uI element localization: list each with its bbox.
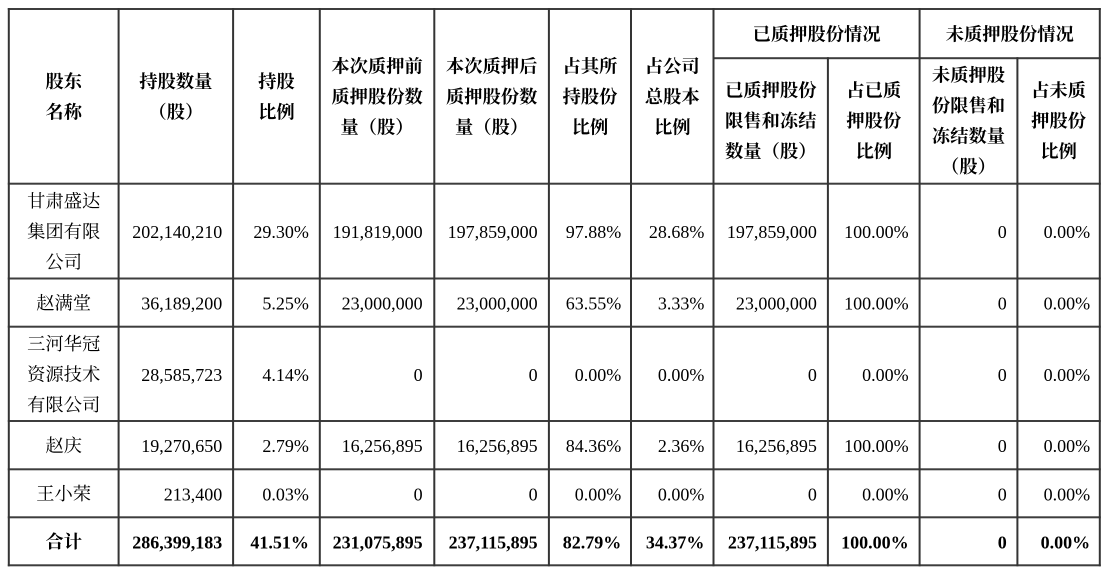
svg-text:100.00%: 100.00% — [844, 294, 909, 314]
svg-text:213,400: 213,400 — [164, 484, 223, 504]
svg-text:16,256,895: 16,256,895 — [736, 436, 817, 456]
svg-text:16,256,895: 16,256,895 — [457, 436, 538, 456]
svg-text:0: 0 — [998, 294, 1007, 314]
svg-text:100.00%: 100.00% — [844, 436, 909, 456]
svg-text:0.00%: 0.00% — [862, 365, 909, 385]
svg-text:100.00%: 100.00% — [844, 222, 909, 242]
svg-text:0: 0 — [414, 484, 423, 504]
svg-text:0.00%: 0.00% — [1044, 484, 1091, 504]
svg-text:0.00%: 0.00% — [1044, 365, 1091, 385]
svg-text:29.30%: 29.30% — [253, 222, 309, 242]
svg-text:23,000,000: 23,000,000 — [736, 294, 817, 314]
svg-text:231,075,895: 231,075,895 — [333, 532, 423, 552]
svg-text:0.00%: 0.00% — [575, 484, 622, 504]
svg-text:41.51%: 41.51% — [250, 532, 309, 552]
svg-text:0: 0 — [998, 436, 1007, 456]
svg-text:197,859,000: 197,859,000 — [727, 222, 817, 242]
svg-text:0.00%: 0.00% — [1041, 532, 1091, 552]
svg-text:286,399,183: 286,399,183 — [132, 532, 222, 552]
svg-text:19,270,650: 19,270,650 — [141, 436, 222, 456]
svg-text:0: 0 — [998, 532, 1007, 552]
svg-text:0: 0 — [808, 365, 817, 385]
svg-text:2.79%: 2.79% — [262, 436, 309, 456]
svg-text:0.00%: 0.00% — [658, 365, 705, 385]
svg-text:23,000,000: 23,000,000 — [342, 294, 423, 314]
svg-text:82.79%: 82.79% — [563, 532, 622, 552]
svg-text:0.00%: 0.00% — [658, 484, 705, 504]
svg-text:0.00%: 0.00% — [1044, 294, 1091, 314]
svg-text:0: 0 — [998, 222, 1007, 242]
svg-text:0.00%: 0.00% — [862, 484, 909, 504]
svg-text:237,115,895: 237,115,895 — [728, 532, 817, 552]
svg-text:0.00%: 0.00% — [1044, 436, 1091, 456]
svg-text:28.68%: 28.68% — [649, 222, 705, 242]
svg-text:84.36%: 84.36% — [566, 436, 622, 456]
svg-text:0.00%: 0.00% — [1044, 222, 1091, 242]
svg-text:0: 0 — [529, 365, 538, 385]
svg-text:237,115,895: 237,115,895 — [449, 532, 538, 552]
svg-text:5.25%: 5.25% — [262, 294, 309, 314]
svg-text:191,819,000: 191,819,000 — [333, 222, 423, 242]
svg-text:197,859,000: 197,859,000 — [448, 222, 538, 242]
svg-text:16,256,895: 16,256,895 — [342, 436, 423, 456]
svg-text:0.03%: 0.03% — [262, 484, 309, 504]
svg-text:36,189,200: 36,189,200 — [141, 294, 222, 314]
svg-text:0: 0 — [998, 365, 1007, 385]
svg-text:0.00%: 0.00% — [575, 365, 622, 385]
svg-text:0: 0 — [808, 484, 817, 504]
svg-text:0: 0 — [529, 484, 538, 504]
svg-text:2.36%: 2.36% — [658, 436, 705, 456]
svg-text:4.14%: 4.14% — [262, 365, 309, 385]
svg-text:28,585,723: 28,585,723 — [141, 365, 222, 385]
svg-text:34.37%: 34.37% — [646, 532, 705, 552]
svg-text:97.88%: 97.88% — [566, 222, 622, 242]
svg-text:0: 0 — [414, 365, 423, 385]
svg-text:0: 0 — [998, 484, 1007, 504]
svg-text:3.33%: 3.33% — [658, 294, 705, 314]
svg-text:63.55%: 63.55% — [566, 294, 622, 314]
svg-text:23,000,000: 23,000,000 — [457, 294, 538, 314]
svg-text:202,140,210: 202,140,210 — [132, 222, 222, 242]
svg-text:100.00%: 100.00% — [841, 532, 909, 552]
